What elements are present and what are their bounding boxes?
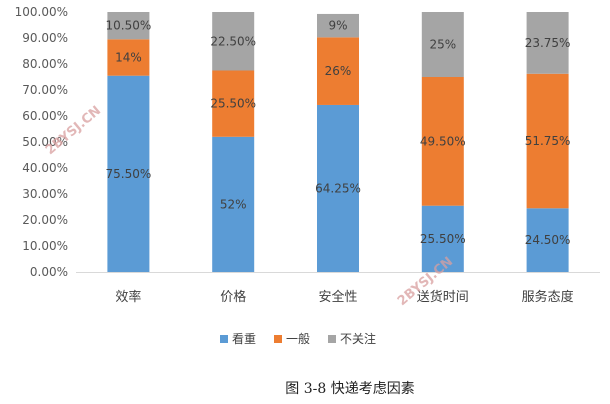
x-tick-label: 安全性 — [318, 289, 357, 305]
y-tick-label: 80.00% — [22, 57, 68, 71]
bar-segment — [421, 205, 464, 272]
bar-segment — [526, 73, 569, 209]
data-label: 9% — [328, 19, 347, 33]
data-label: 14% — [115, 51, 142, 65]
figure-caption: 图 3-8 快递考虑因素 — [285, 381, 414, 397]
bar-segment — [526, 208, 569, 272]
y-tick-label: 90.00% — [22, 31, 68, 45]
data-label: 51.75% — [525, 134, 571, 148]
y-tick-label: 20.00% — [22, 213, 68, 227]
data-label: 26% — [325, 64, 352, 78]
data-label: 25.50% — [210, 97, 256, 111]
bar-segment — [526, 12, 569, 74]
legend-swatch — [220, 335, 228, 343]
y-tick-label: 10.00% — [22, 239, 68, 253]
data-label: 25% — [429, 38, 456, 52]
bar-segment — [317, 13, 359, 38]
x-tick-label: 效率 — [115, 289, 141, 305]
data-label: 25.50% — [420, 232, 466, 246]
legend-label: 看重 — [232, 332, 256, 346]
data-label: 22.50% — [210, 34, 256, 48]
data-label: 23.75% — [525, 36, 571, 50]
bar-segment — [421, 77, 464, 206]
bar-segment — [212, 136, 255, 272]
data-label: 49.50% — [420, 134, 466, 148]
legend: 看重 一般 不关注 — [220, 331, 376, 346]
y-tick-label: 60.00% — [22, 109, 68, 123]
x-tick-label: 送货时间 — [417, 289, 469, 305]
bar-segment — [107, 12, 150, 40]
legend-label: 不关注 — [340, 331, 376, 346]
x-axis: 效率 价格 安全性 送货时间 服务态度 — [115, 289, 573, 305]
bar-segment — [212, 12, 255, 71]
bar-series-group: 75.50% 14% 10.50% 52% 25.50% 22.50% 64.25% 26% 9… — [106, 12, 571, 272]
data-label: 64.25% — [315, 181, 361, 195]
bar-segment — [107, 75, 150, 272]
data-label: 24.50% — [525, 233, 571, 247]
y-tick-label: 40.00% — [22, 161, 68, 175]
bar-segment — [212, 70, 255, 137]
legend-swatch — [274, 335, 282, 343]
y-tick-label: 30.00% — [22, 187, 68, 201]
y-tick-label: 70.00% — [22, 83, 68, 97]
y-tick-label: 0.00% — [30, 265, 68, 279]
bar-segment — [317, 104, 359, 272]
data-label: 10.50% — [106, 19, 152, 33]
bar-segment — [107, 39, 150, 76]
bar-segment — [317, 37, 359, 105]
y-tick-label: 100.00% — [15, 5, 68, 19]
y-axis: 0.00% 10.00% 20.00% 30.00% 40.00% 50.00% 60.00… — [15, 5, 600, 279]
legend-label: 一般 — [286, 331, 310, 346]
bar-segment — [421, 12, 464, 77]
x-tick-label: 价格 — [220, 289, 246, 305]
data-label: 75.50% — [106, 167, 152, 181]
x-tick-label: 服务态度 — [522, 289, 574, 305]
data-label: 52% — [220, 197, 247, 211]
legend-swatch — [328, 335, 336, 343]
y-tick-label: 50.00% — [22, 135, 68, 149]
